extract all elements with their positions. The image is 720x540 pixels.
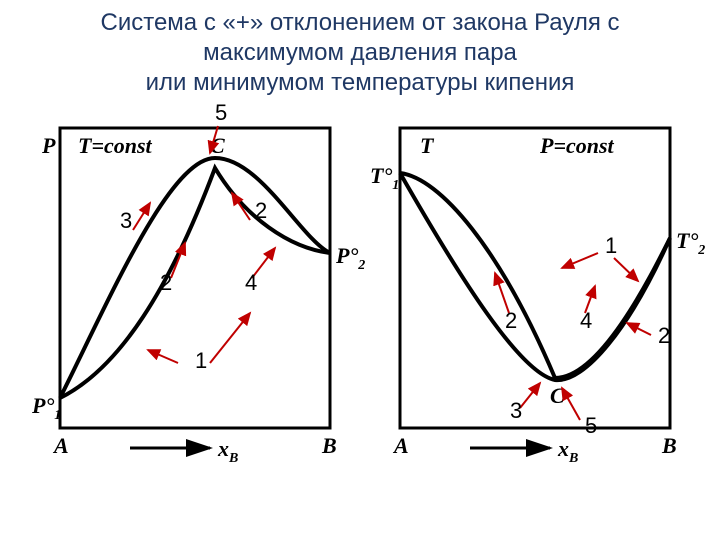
left-A-label: A [52, 433, 69, 458]
left-xb-label: xB [217, 436, 238, 466]
left-annot-2b: 2 [160, 270, 172, 295]
right-annot-2a: 2 [505, 308, 517, 333]
left-annot-2a: 2 [255, 198, 267, 223]
right-t2-label: T°2 [676, 228, 705, 258]
right-red-arrows [495, 253, 651, 420]
right-xb-label: xB [557, 436, 578, 466]
title-line2: максимумом давления пара [203, 39, 517, 66]
diagrams-area: P T=const C P°1 P°2 A B xB 5 3 2 2 4 1 [0, 98, 720, 518]
left-y-label: P [41, 133, 56, 158]
left-B-label: B [321, 433, 337, 458]
left-diagram: P T=const C P°1 P°2 A B xB 5 3 2 2 4 1 [31, 100, 365, 466]
title-line1: Система с «+» отклонением от закона Раул… [101, 9, 620, 36]
right-diagram: T P=const T°1 T°2 C A B xB 1 2 4 2 3 5 [370, 128, 705, 466]
right-t1-label: T°1 [370, 163, 399, 193]
right-y-label: T [420, 133, 435, 158]
right-c-label: C [550, 383, 565, 408]
right-B-label: B [661, 433, 677, 458]
right-annot-2b: 2 [658, 323, 670, 348]
left-annot-1: 1 [195, 348, 207, 373]
left-const-label: T=const [78, 133, 153, 158]
right-outer-curve [400, 173, 670, 378]
right-plot-box [400, 128, 670, 428]
left-p2-label: P°2 [335, 243, 365, 273]
title-block: Система с «+» отклонением от закона Раул… [0, 0, 720, 98]
left-annot-4: 4 [245, 270, 257, 295]
left-p1-label: P°1 [31, 393, 61, 423]
right-A-label: A [392, 433, 409, 458]
right-annot-3: 3 [510, 398, 522, 423]
right-inner-curve [400, 173, 670, 380]
right-const-label: P=const [539, 133, 615, 158]
left-annot-5: 5 [215, 100, 227, 125]
right-annot-5: 5 [585, 413, 597, 438]
title-line3: или минимумом температуры кипения [146, 69, 575, 96]
right-annot-1: 1 [605, 233, 617, 258]
right-annot-4: 4 [580, 308, 592, 333]
left-annot-3: 3 [120, 208, 132, 233]
left-plot-box [60, 128, 330, 428]
